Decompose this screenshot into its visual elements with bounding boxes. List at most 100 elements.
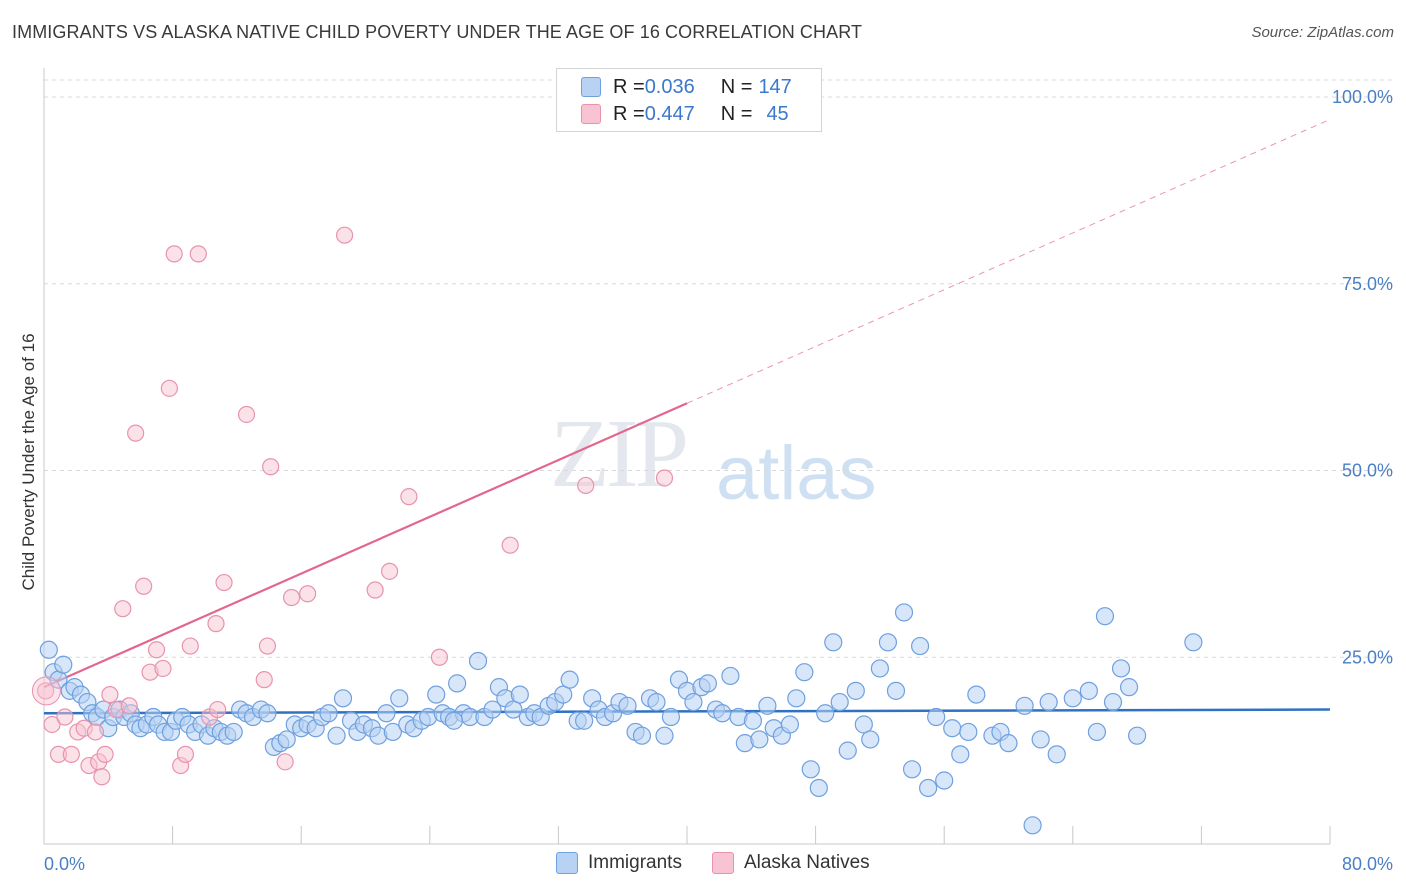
- immigrants-swatch: [581, 77, 601, 97]
- immigrants-point: [1079, 681, 1098, 700]
- immigrants-point: [224, 722, 243, 742]
- alaska-natives-point: [366, 581, 384, 599]
- axes: [43, 68, 1331, 845]
- immigrants-point: [801, 760, 820, 779]
- alaska-natives-point: [43, 715, 61, 734]
- legend-row-alaska-natives: R = 0.447 N = 45: [581, 101, 789, 127]
- immigrants-point: [390, 689, 409, 708]
- legend-item-alaska-natives[interactable]: Alaska Natives: [711, 852, 870, 874]
- immigrants-point: [927, 707, 946, 727]
- alaska-natives-point: [577, 476, 595, 495]
- alaska-natives-point: [96, 745, 114, 763]
- alaska-natives-point: [655, 469, 674, 487]
- immigrants-point: [750, 730, 769, 749]
- alaska-natives-point: [31, 676, 61, 706]
- immigrants-point: [1095, 607, 1115, 626]
- legend-label: Immigrants: [588, 852, 682, 873]
- alaska-natives-point: [189, 245, 207, 263]
- immigrants-point: [1184, 633, 1203, 652]
- immigrants-point: [655, 726, 674, 745]
- immigrants-point: [1111, 659, 1131, 678]
- immigrants-point: [830, 692, 849, 712]
- immigrants-point: [575, 711, 594, 730]
- immigrants-point: [560, 670, 579, 689]
- immigrants-point: [758, 696, 777, 715]
- immigrants-point: [902, 760, 922, 779]
- correlation-legend: R = 0.036 N = 147 R = 0.447 N = 45: [556, 68, 822, 132]
- immigrants-point: [846, 681, 865, 700]
- immigrants-point: [1103, 692, 1123, 712]
- immigrants-point: [816, 704, 835, 723]
- immigrants-point: [1031, 730, 1050, 749]
- immigrants-point: [824, 633, 843, 652]
- alaska-natives-point: [262, 458, 280, 476]
- immigrants-point: [333, 689, 353, 708]
- immigrants-point: [861, 730, 880, 749]
- alaska-natives-point: [114, 600, 132, 618]
- legend-item-immigrants[interactable]: Immigrants: [556, 852, 682, 874]
- immigrants-point: [647, 692, 666, 712]
- alaska-natives-point: [37, 682, 55, 700]
- immigrants-point: [684, 692, 703, 712]
- alaska-natives-swatch: [711, 852, 734, 874]
- immigrants-point: [1023, 816, 1042, 835]
- alaska-natives-point: [299, 585, 317, 603]
- x-tick-label: 0.0%: [44, 854, 85, 874]
- immigrants-point: [1047, 745, 1066, 764]
- alaska-natives-point: [181, 637, 199, 655]
- immigrants-point: [999, 734, 1018, 753]
- alaska-natives-point: [176, 745, 195, 763]
- immigrants-point: [1063, 689, 1082, 708]
- alaska-natives-point: [400, 488, 418, 506]
- x-tick-label: 80.0%: [1342, 854, 1393, 874]
- alaska-natives-point: [160, 379, 178, 397]
- alaska-natives-point: [430, 648, 449, 666]
- immigrants-point: [967, 685, 986, 704]
- alaska-natives-trend-extension: [686, 118, 1331, 404]
- legend-label: Alaska Natives: [743, 852, 870, 873]
- immigrants-point: [510, 685, 529, 704]
- alaska-natives-point: [165, 245, 183, 263]
- immigrants-point: [504, 700, 523, 719]
- immigrants-point: [554, 685, 573, 704]
- alaska-natives-point: [154, 659, 172, 678]
- immigrants-point: [894, 603, 914, 622]
- immigrants-point: [319, 704, 338, 723]
- immigrants-point: [383, 722, 402, 742]
- immigrants-point: [327, 726, 346, 745]
- immigrants-point: [632, 726, 652, 745]
- n-value: 147: [758, 75, 792, 98]
- immigrants-point: [277, 730, 296, 749]
- immigrants-point: [787, 689, 806, 708]
- chart-title: IMMIGRANTS VS ALASKA NATIVE CHILD POVERT…: [12, 22, 863, 42]
- immigrants-swatch: [556, 852, 578, 874]
- alaska-natives-point: [282, 588, 301, 607]
- alaska-natives-point: [147, 641, 166, 659]
- y-tick-label: 25.0%: [1342, 647, 1393, 667]
- alaska-natives-point: [62, 745, 80, 763]
- immigrants-point: [1119, 678, 1139, 697]
- immigrants-point: [919, 778, 938, 798]
- alaska-natives-point: [56, 708, 74, 726]
- immigrants-point: [427, 685, 446, 704]
- immigrants-points: [39, 603, 1203, 835]
- immigrants-point: [1087, 722, 1107, 742]
- series-legend: Immigrants Alaska Natives: [556, 852, 900, 874]
- alaska-natives-point: [215, 573, 233, 592]
- immigrants-point: [743, 711, 763, 730]
- immigrants-point: [809, 778, 828, 798]
- immigrants-point: [878, 633, 898, 652]
- immigrants-point: [780, 715, 799, 734]
- immigrants-point: [698, 674, 717, 693]
- alaska-natives-point: [258, 637, 277, 655]
- legend-row-immigrants: R = 0.036 N = 147: [581, 74, 792, 100]
- alaska-natives-point: [86, 723, 105, 741]
- immigrants-point: [935, 771, 954, 790]
- immigrants-point: [444, 711, 464, 730]
- alaska-natives-points: [31, 226, 674, 786]
- immigrants-point: [721, 666, 740, 686]
- immigrants-point: [943, 719, 962, 738]
- alaska-natives-point: [207, 615, 225, 633]
- immigrants-point: [377, 704, 396, 723]
